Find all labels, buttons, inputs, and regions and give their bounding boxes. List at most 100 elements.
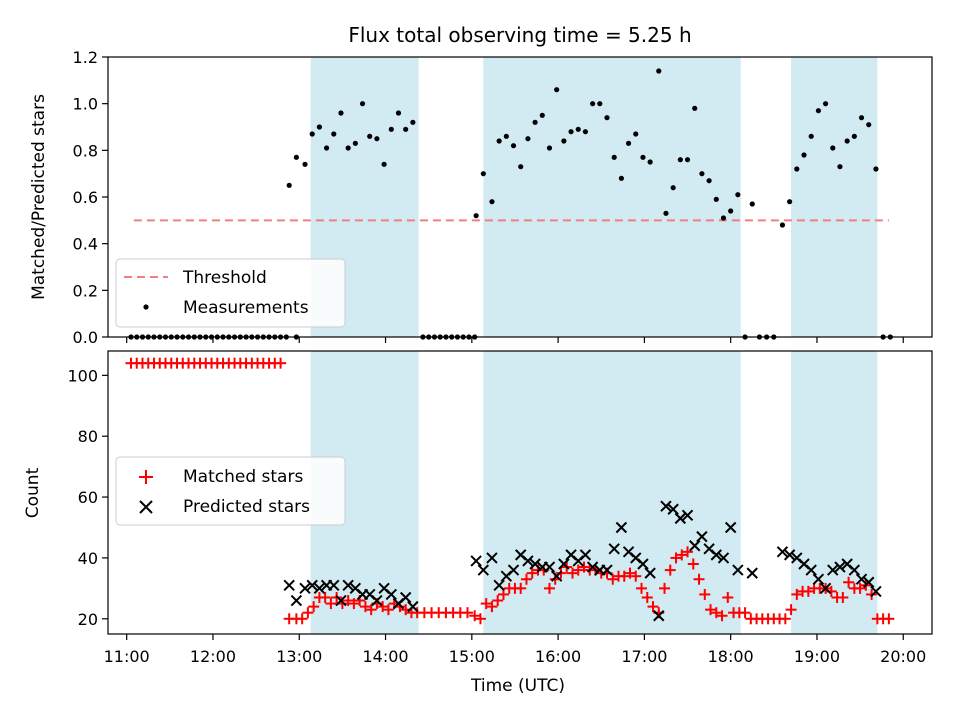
matched-star-point bbox=[716, 610, 728, 622]
y-tick-label: 0.2 bbox=[73, 281, 98, 300]
measurement-point bbox=[728, 208, 734, 214]
predicted-star-point bbox=[805, 564, 817, 576]
predicted-star-point bbox=[870, 585, 882, 598]
measurement-point bbox=[749, 201, 755, 207]
legend-matched-label: Matched stars bbox=[183, 467, 303, 487]
y-tick-label: 0.4 bbox=[73, 235, 98, 254]
predicted-star-point bbox=[863, 576, 875, 588]
x-tick-label: 12:00 bbox=[190, 647, 236, 666]
predicted-star-point bbox=[724, 521, 737, 534]
matched-star-point bbox=[664, 564, 676, 576]
measurement-point bbox=[388, 126, 394, 132]
predicted-star-point bbox=[827, 564, 839, 576]
measurement-point bbox=[684, 157, 691, 163]
legend-measurements-label: Measurements bbox=[183, 298, 309, 318]
measurement-point bbox=[692, 105, 698, 111]
measurement-point bbox=[706, 178, 712, 184]
predicted-star-point bbox=[399, 591, 412, 604]
predicted-star-point bbox=[558, 558, 570, 570]
predicted-star-point bbox=[522, 555, 534, 567]
x-axis-label: Time (UTC) bbox=[470, 676, 565, 696]
predicted-star-point bbox=[290, 594, 303, 607]
matched-star-point bbox=[883, 613, 895, 625]
predicted-star-point bbox=[486, 552, 498, 564]
matched-star-point bbox=[572, 564, 584, 576]
measurement-point bbox=[611, 154, 617, 160]
top-shaded-intervals bbox=[310, 57, 878, 337]
measurement-point bbox=[359, 101, 366, 107]
measurement-point bbox=[618, 175, 624, 181]
legend-threshold-label: Threshold bbox=[182, 268, 267, 288]
matched-star-point bbox=[308, 601, 320, 613]
y-tick-label: 1.2 bbox=[73, 48, 98, 67]
predicted-star-point bbox=[299, 582, 311, 595]
measurement-point bbox=[677, 157, 683, 163]
predicted-star-point bbox=[477, 564, 490, 576]
measurement-point bbox=[568, 129, 574, 135]
matched-star-point bbox=[837, 591, 849, 603]
predicted-star-point bbox=[717, 552, 730, 564]
predicted-star-point bbox=[407, 600, 419, 613]
x-tick-label: 20:00 bbox=[880, 647, 926, 666]
measurement-point bbox=[410, 119, 416, 125]
measurement-point bbox=[794, 166, 800, 172]
shaded-interval bbox=[791, 351, 878, 634]
bottom-x-axis: 11:00 12:00 13:00 14:00 15:00 16:00 17:00 18:00… bbox=[104, 634, 926, 666]
matched-star-point bbox=[474, 613, 486, 625]
predicted-star-point bbox=[674, 512, 687, 525]
predicted-star-point bbox=[681, 509, 694, 522]
matched-star-point bbox=[348, 598, 360, 610]
predicted-star-point bbox=[783, 549, 796, 561]
measurement-point bbox=[381, 161, 387, 167]
measurement-point bbox=[480, 171, 486, 177]
measurement-point bbox=[851, 133, 857, 139]
matched-star-point bbox=[480, 598, 492, 610]
shaded-interval bbox=[791, 57, 878, 337]
predicted-star-point bbox=[283, 579, 295, 592]
measurement-point bbox=[787, 199, 793, 205]
matched-star-point bbox=[275, 357, 287, 369]
matched-star-point bbox=[636, 582, 648, 594]
predicted-star-point bbox=[601, 564, 613, 576]
bottom-shaded-intervals bbox=[310, 351, 878, 634]
measurement-point bbox=[735, 192, 741, 198]
matched-star-point bbox=[486, 601, 498, 613]
matched-star-point bbox=[382, 604, 394, 616]
measurement-point bbox=[640, 154, 646, 160]
y-tick-label: 60 bbox=[78, 488, 98, 507]
matched-star-point bbox=[296, 613, 308, 625]
x-tick-label: 18:00 bbox=[708, 647, 754, 666]
predicted-star-point bbox=[335, 594, 347, 607]
x-tick-label: 19:00 bbox=[794, 647, 840, 666]
predicted-star-point bbox=[637, 558, 649, 570]
measurement-point bbox=[808, 133, 814, 139]
measurement-point bbox=[395, 110, 402, 116]
predicted-star-point bbox=[586, 561, 599, 573]
matched-star-point bbox=[802, 585, 814, 597]
matched-star-point bbox=[325, 598, 337, 610]
bottom-y-axis: 20 40 60 80 100 bbox=[67, 366, 108, 629]
x-tick-label: 15:00 bbox=[449, 647, 495, 666]
top-y-axis: 0.0 0.2 0.4 0.6 0.8 1.0 1.2 bbox=[73, 48, 108, 347]
matched-star-point bbox=[469, 610, 481, 622]
measurement-point bbox=[323, 145, 330, 151]
predicted-star-point bbox=[848, 564, 861, 576]
matched-star-point bbox=[624, 567, 636, 579]
predicted-star-point bbox=[615, 521, 628, 534]
predicted-star-point bbox=[644, 567, 656, 579]
y-tick-label: 40 bbox=[78, 549, 98, 568]
predicted-star-point bbox=[385, 588, 398, 601]
bottom-legend-box bbox=[115, 456, 346, 526]
matched-star-point bbox=[779, 613, 791, 625]
measurement-point bbox=[720, 215, 727, 221]
x-tick-label: 11:00 bbox=[104, 647, 150, 666]
measurement-point bbox=[647, 159, 653, 165]
matched-star-point bbox=[670, 552, 682, 564]
measurement-point bbox=[815, 108, 821, 114]
measurement-point bbox=[822, 101, 829, 107]
measurement-point bbox=[873, 166, 879, 172]
x-tick-label: 13:00 bbox=[276, 647, 322, 666]
matched-star-point bbox=[722, 591, 734, 603]
matched-star-point bbox=[739, 607, 751, 619]
matched-star-point bbox=[641, 591, 653, 603]
